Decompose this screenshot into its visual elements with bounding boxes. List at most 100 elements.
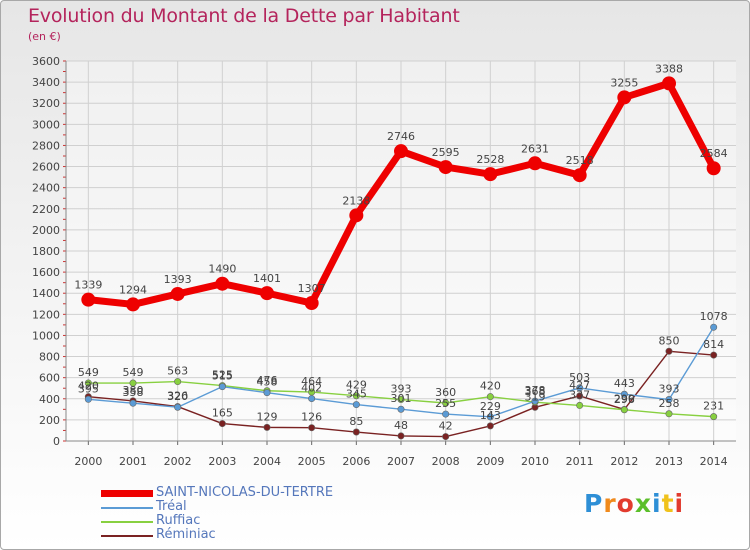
data-label: 1078: [700, 310, 728, 323]
legend-label: Réminiac: [156, 527, 216, 542]
data-label: 229: [480, 400, 501, 413]
x-tick-label: 2000: [74, 455, 102, 468]
legend-label: SAINT-NICOLAS-DU-TERTRE: [156, 485, 334, 500]
data-point: [576, 384, 584, 392]
data-label: 395: [78, 382, 99, 395]
logo-letter: i: [652, 489, 662, 518]
data-point: [218, 420, 226, 428]
data-label: 296: [614, 393, 635, 406]
data-label: 1339: [74, 279, 102, 292]
proxiti-logo: Proxiti: [584, 489, 684, 518]
data-label: 360: [435, 386, 456, 399]
data-point: [397, 432, 405, 440]
data-point: [174, 378, 182, 386]
y-tick-label: 1200: [32, 308, 60, 321]
data-point: [531, 397, 539, 405]
data-point: [710, 351, 718, 359]
x-tick-label: 2013: [655, 455, 683, 468]
y-tick-label: 2400: [32, 182, 60, 195]
data-label: 326: [167, 390, 188, 403]
y-tick-label: 3200: [32, 97, 60, 110]
data-point: [710, 413, 718, 421]
data-label: 525: [212, 369, 233, 382]
data-label: 464: [301, 375, 322, 388]
data-label: 1294: [119, 283, 147, 296]
data-label: 420: [78, 380, 99, 393]
data-label: 3255: [610, 76, 638, 89]
y-tick-label: 600: [39, 372, 60, 385]
data-point: [486, 393, 494, 401]
data-label: 48: [394, 419, 408, 432]
logo-letter: o: [616, 489, 635, 518]
data-label: 427: [569, 379, 590, 392]
data-point: [352, 392, 360, 400]
y-tick-label: 3400: [32, 76, 60, 89]
data-label: 165: [212, 407, 233, 420]
data-point: [304, 296, 319, 311]
legend-swatch: [101, 535, 153, 537]
x-tick-label: 2005: [298, 455, 326, 468]
y-tick-label: 400: [39, 393, 60, 406]
x-tick-label: 2001: [119, 455, 147, 468]
data-label: 3388: [655, 62, 683, 75]
data-point: [129, 399, 137, 407]
data-label: 255: [435, 397, 456, 410]
data-point: [218, 383, 226, 391]
data-point: [665, 410, 673, 418]
y-tick-label: 1400: [32, 287, 60, 300]
data-label: 476: [257, 374, 278, 387]
data-label: 393: [659, 383, 680, 396]
data-point: [486, 413, 494, 421]
data-point: [126, 297, 140, 312]
legend-swatch: [101, 507, 153, 509]
data-label: 129: [257, 410, 278, 423]
data-point: [308, 424, 316, 432]
data-point: [352, 401, 360, 409]
data-point: [617, 90, 632, 105]
data-point: [260, 286, 274, 301]
data-label: 319: [525, 390, 546, 403]
y-tick-label: 1000: [32, 329, 60, 342]
chart-title: Evolution du Montant de la Dette par Hab…: [28, 5, 460, 27]
x-tick-label: 2006: [342, 455, 370, 468]
data-point: [170, 286, 185, 301]
data-point: [706, 161, 721, 176]
logo-letter: t: [661, 489, 675, 518]
data-label: 231: [703, 400, 724, 413]
data-point: [620, 390, 628, 398]
y-tick-label: 0: [53, 435, 60, 448]
y-tick-label: 1800: [32, 245, 60, 258]
data-point: [394, 144, 408, 159]
data-point: [665, 396, 673, 404]
data-label: 380: [123, 384, 144, 397]
x-tick-label: 2010: [521, 455, 549, 468]
x-tick-label: 2012: [610, 455, 638, 468]
data-label: 2595: [432, 146, 460, 159]
data-label: 337: [569, 388, 590, 401]
data-label: 358: [123, 386, 144, 399]
data-label: 2631: [521, 142, 549, 155]
chart-subtitle: (en €): [28, 30, 61, 43]
data-point: [442, 399, 450, 407]
data-point: [397, 396, 405, 404]
data-label: 549: [123, 366, 144, 379]
data-point: [129, 379, 137, 387]
data-label: 345: [346, 388, 367, 401]
data-point: [263, 389, 271, 397]
legend-swatch: [101, 521, 153, 523]
x-tick-label: 2002: [164, 455, 192, 468]
data-label: 2138: [342, 194, 370, 207]
data-point: [442, 410, 450, 418]
data-label: 563: [167, 365, 188, 378]
data-label: 2746: [387, 130, 415, 143]
data-label: 443: [614, 377, 635, 390]
y-tick-label: 800: [39, 351, 60, 364]
data-point: [81, 292, 96, 307]
data-label: 1401: [253, 272, 281, 285]
data-label: 549: [78, 366, 99, 379]
data-label: 320: [167, 390, 188, 403]
x-tick-label: 2007: [387, 455, 415, 468]
legend-swatch: [101, 490, 153, 497]
